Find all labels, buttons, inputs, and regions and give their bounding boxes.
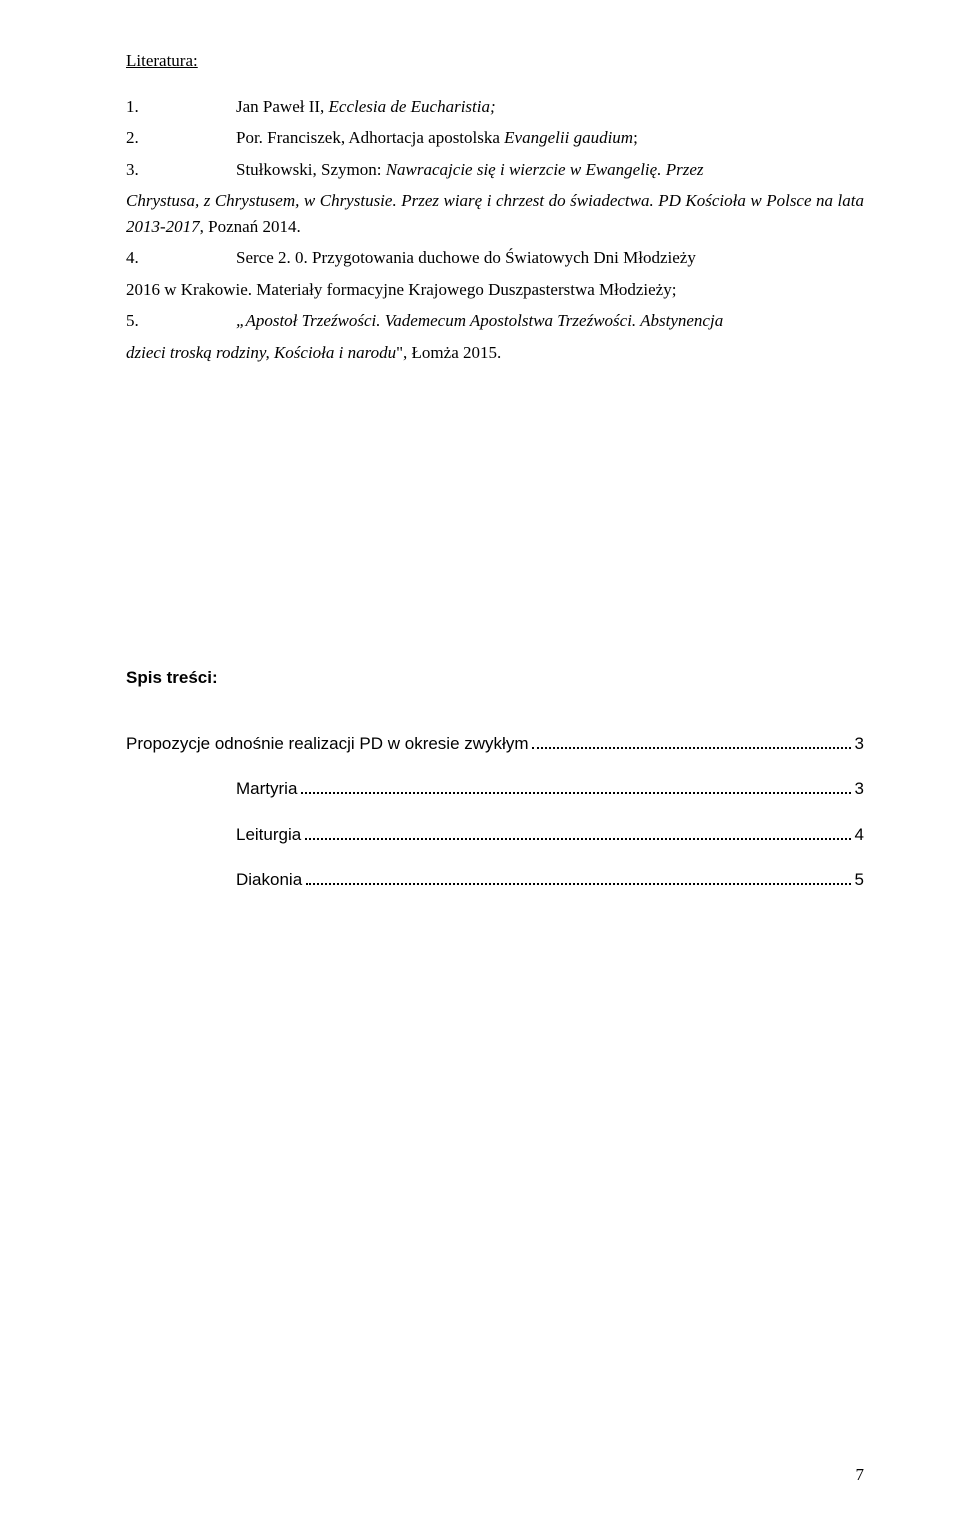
text-plain: Serce 2. 0. Przygotowania duchowe do Świ… bbox=[236, 248, 696, 267]
toc-dots bbox=[301, 779, 850, 794]
list-text: Jan Paweł II, Ecclesia de Eucharistia; bbox=[236, 94, 864, 120]
list-item: 2. Por. Franciszek, Adhortacja apostolsk… bbox=[126, 125, 864, 151]
literature-list: 1. Jan Paweł II, Ecclesia de Eucharistia… bbox=[126, 94, 864, 366]
text-italic: dzieci troską rodziny, Kościoła i narodu bbox=[126, 343, 396, 362]
text-plain: ", Łomża 2015. bbox=[396, 343, 501, 362]
toc-entry: Propozycje odnośnie realizacji PD w okre… bbox=[126, 731, 864, 757]
text-italic: „Apostoł Trzeźwości. Vademecum Apostolst… bbox=[236, 311, 723, 330]
toc-page: 5 bbox=[855, 867, 864, 893]
text-plain: ; bbox=[633, 128, 638, 147]
toc-label: Martyria bbox=[236, 776, 297, 802]
toc: Propozycje odnośnie realizacji PD w okre… bbox=[126, 731, 864, 893]
toc-page: 3 bbox=[855, 731, 864, 757]
toc-page: 3 bbox=[855, 776, 864, 802]
list-text: Por. Franciszek, Adhortacja apostolska E… bbox=[236, 125, 864, 151]
text-italic: Ecclesia de Eucharistia; bbox=[329, 97, 496, 116]
list-text: Stułkowski, Szymon: Nawracajcie się i wi… bbox=[236, 157, 864, 183]
text-plain: Stułkowski, Szymon: bbox=[236, 160, 386, 179]
toc-dots bbox=[532, 733, 850, 748]
text-plain: Por. Franciszek, Adhortacja apostolska bbox=[236, 128, 504, 147]
list-item: 4. Serce 2. 0. Przygotowania duchowe do … bbox=[126, 245, 864, 271]
list-number: 2. bbox=[126, 125, 236, 151]
list-number: 1. bbox=[126, 94, 236, 120]
list-text-cont: dzieci troską rodziny, Kościoła i narodu… bbox=[126, 340, 864, 366]
toc-label: Propozycje odnośnie realizacji PD w okre… bbox=[126, 731, 528, 757]
list-text-cont: Chrystusa, z Chrystusem, w Chrystusie. P… bbox=[126, 188, 864, 239]
toc-dots bbox=[305, 824, 850, 839]
list-number: 5. bbox=[126, 308, 236, 334]
list-text: „Apostoł Trzeźwości. Vademecum Apostolst… bbox=[236, 308, 864, 334]
text-plain: 2016 w Krakowie. Materiały formacyjne Kr… bbox=[126, 280, 676, 299]
toc-label: Diakonia bbox=[236, 867, 302, 893]
list-number: 3. bbox=[126, 157, 236, 183]
list-text: Serce 2. 0. Przygotowania duchowe do Świ… bbox=[236, 245, 864, 271]
toc-heading: Spis treści: bbox=[126, 665, 864, 691]
toc-entry: Diakonia 5 bbox=[126, 867, 864, 893]
text-italic: Evangelii gaudium bbox=[504, 128, 633, 147]
literature-heading: Literatura: bbox=[126, 48, 864, 74]
text-plain: Jan Paweł II, bbox=[236, 97, 329, 116]
toc-entry: Martyria 3 bbox=[126, 776, 864, 802]
page-number: 7 bbox=[856, 1462, 865, 1488]
toc-page: 4 bbox=[855, 822, 864, 848]
list-number: 4. bbox=[126, 245, 236, 271]
list-item: 1. Jan Paweł II, Ecclesia de Eucharistia… bbox=[126, 94, 864, 120]
toc-entry: Leiturgia 4 bbox=[126, 822, 864, 848]
toc-dots bbox=[306, 870, 850, 885]
list-item: 3. Stułkowski, Szymon: Nawracajcie się i… bbox=[126, 157, 864, 183]
toc-label: Leiturgia bbox=[236, 822, 301, 848]
list-item: 5. „Apostoł Trzeźwości. Vademecum Aposto… bbox=[126, 308, 864, 334]
list-text-cont: 2016 w Krakowie. Materiały formacyjne Kr… bbox=[126, 277, 864, 303]
text-plain: , Poznań 2014. bbox=[200, 217, 301, 236]
text-italic: Nawracajcie się i wierzcie w Ewangelię. … bbox=[386, 160, 704, 179]
